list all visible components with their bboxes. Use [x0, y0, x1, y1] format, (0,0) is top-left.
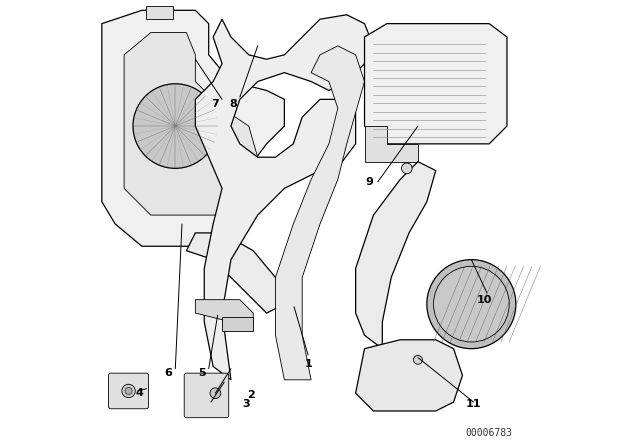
Polygon shape — [356, 162, 436, 349]
Polygon shape — [356, 340, 463, 411]
Polygon shape — [102, 10, 284, 246]
Polygon shape — [195, 15, 373, 380]
Circle shape — [413, 355, 422, 364]
Circle shape — [433, 266, 509, 342]
Polygon shape — [186, 233, 284, 313]
Polygon shape — [124, 33, 258, 215]
Text: 7: 7 — [211, 99, 220, 109]
Polygon shape — [147, 6, 173, 19]
Circle shape — [122, 384, 135, 398]
Circle shape — [210, 388, 221, 399]
Polygon shape — [222, 318, 253, 331]
Text: 5: 5 — [198, 368, 206, 378]
FancyBboxPatch shape — [109, 373, 148, 409]
Text: 9: 9 — [365, 177, 373, 187]
Circle shape — [401, 163, 412, 174]
Text: 4: 4 — [136, 388, 143, 398]
Polygon shape — [195, 300, 253, 327]
FancyBboxPatch shape — [184, 373, 228, 418]
Text: 2: 2 — [247, 390, 255, 401]
Text: 3: 3 — [243, 399, 250, 409]
Text: 1: 1 — [305, 359, 313, 369]
Circle shape — [133, 84, 218, 168]
Text: 11: 11 — [466, 399, 481, 409]
Text: 6: 6 — [164, 368, 173, 378]
Text: 8: 8 — [229, 99, 237, 109]
Polygon shape — [365, 126, 418, 162]
Polygon shape — [365, 24, 507, 144]
Text: 10: 10 — [477, 295, 492, 305]
Polygon shape — [275, 46, 365, 380]
Circle shape — [125, 388, 132, 395]
Text: 00006783: 00006783 — [466, 428, 513, 438]
Circle shape — [427, 260, 516, 349]
